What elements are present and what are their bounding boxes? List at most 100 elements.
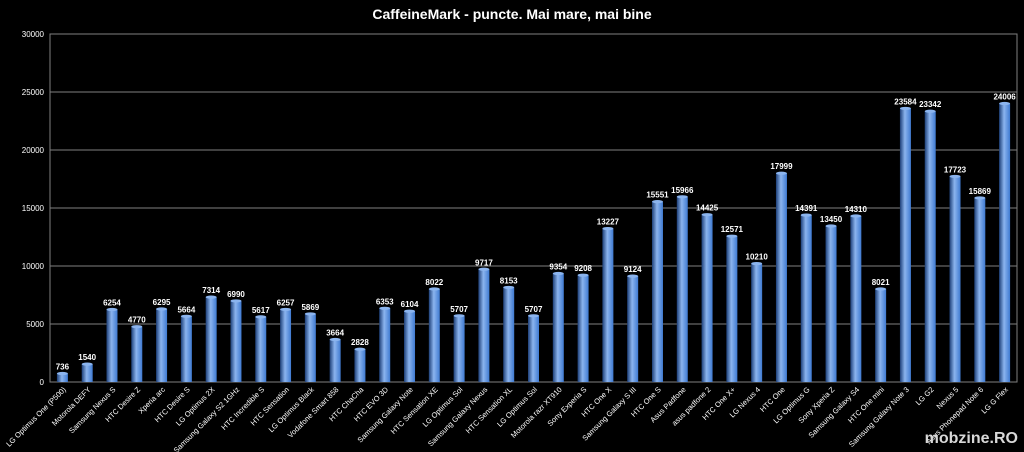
data-label: 13450 <box>820 215 843 224</box>
y-tick-label: 20000 <box>22 146 45 155</box>
bar <box>825 225 837 382</box>
bar-top <box>602 226 614 231</box>
bar <box>651 201 663 382</box>
bar <box>899 108 911 382</box>
data-label: 8021 <box>872 278 890 287</box>
bar <box>354 349 366 382</box>
data-label: 24006 <box>993 93 1016 102</box>
data-label: 9354 <box>549 262 567 271</box>
y-tick-label: 15000 <box>22 204 45 213</box>
bar <box>379 308 391 382</box>
bar-top <box>56 371 68 376</box>
bar <box>81 364 93 382</box>
data-label: 14425 <box>696 204 719 213</box>
bar-top <box>627 274 639 278</box>
data-label: 1540 <box>78 353 96 362</box>
data-label: 2828 <box>351 338 369 347</box>
bar-top <box>106 307 118 312</box>
bar-top <box>180 314 192 318</box>
x-tick-label: LG G Flex <box>979 385 1010 416</box>
data-label: 5869 <box>301 303 319 312</box>
bar-top <box>528 314 539 318</box>
bar-top <box>354 347 366 351</box>
data-label: 14310 <box>845 205 868 214</box>
bar <box>974 197 986 382</box>
bar <box>949 176 961 382</box>
bar <box>726 236 738 382</box>
bar <box>453 315 465 382</box>
bar <box>775 173 787 382</box>
bar-top <box>974 196 986 200</box>
bar-top <box>751 261 763 266</box>
bar-top <box>453 314 465 318</box>
bar <box>205 297 217 382</box>
data-label: 15551 <box>646 191 669 200</box>
bar-top <box>949 174 961 179</box>
data-label: 6254 <box>103 298 121 307</box>
bar-top <box>800 213 812 217</box>
bar <box>428 288 440 382</box>
data-label: 7314 <box>202 286 220 295</box>
bar <box>528 315 539 382</box>
y-tick-label: 25000 <box>22 88 45 97</box>
bar <box>924 111 936 383</box>
bar <box>255 316 267 382</box>
data-label: 3664 <box>326 328 344 337</box>
bar <box>478 269 490 382</box>
bar-top <box>577 273 589 277</box>
bar-top <box>825 224 837 228</box>
data-label: 5707 <box>525 305 543 314</box>
data-label: 12571 <box>721 225 744 234</box>
bar <box>56 373 68 382</box>
bar-top <box>379 306 391 310</box>
bars <box>56 101 1011 383</box>
bar <box>676 196 688 382</box>
watermark: mobzine.RO <box>924 430 1018 447</box>
bar-top <box>701 213 713 217</box>
bar-top <box>255 315 267 319</box>
data-label: 6104 <box>401 300 419 309</box>
bar-top <box>329 337 341 342</box>
data-label: 6990 <box>227 290 245 299</box>
data-label: 8153 <box>500 276 518 285</box>
bar <box>602 228 614 382</box>
y-tick-label: 0 <box>40 378 45 387</box>
x-axis-ticks: LG Optimus One (P500)Motorola DEFYSamsun… <box>4 384 1010 452</box>
bar-top <box>775 171 787 175</box>
data-label: 23584 <box>894 97 917 106</box>
bar-top <box>81 362 93 366</box>
data-labels: 736 1540 6254 4770 6295 5664 7314 6990 5617 6257 5… <box>56 93 1017 372</box>
bar-top <box>899 106 911 111</box>
x-tick-label: HTC Incredible S <box>219 385 266 432</box>
bar <box>180 316 192 382</box>
data-label: 736 <box>56 362 70 371</box>
bar-top <box>651 200 663 204</box>
bar-top <box>924 109 936 113</box>
y-axis-ticks: 0 5000 10000 15000 20000 25000 30000 <box>22 30 45 387</box>
y-tick-label: 30000 <box>22 30 45 39</box>
bar <box>404 311 416 382</box>
data-label: 15869 <box>969 187 992 196</box>
data-label: 5617 <box>252 306 270 315</box>
data-label: 6353 <box>376 297 394 306</box>
bar-top <box>999 101 1011 106</box>
bar <box>701 214 713 382</box>
data-label: 17723 <box>944 165 967 174</box>
bar-top <box>304 312 316 316</box>
data-label: 17999 <box>770 162 793 171</box>
bar-top <box>230 299 242 303</box>
data-label: 23342 <box>919 100 942 109</box>
bar <box>751 263 763 382</box>
data-label: 13227 <box>597 218 620 227</box>
bar-top <box>156 307 168 311</box>
bar-top <box>875 287 887 291</box>
chart-title: CaffeineMark - puncte. Mai mare, mai bin… <box>372 6 652 22</box>
bar <box>156 308 168 382</box>
bar-top <box>503 285 515 290</box>
y-tick-label: 10000 <box>22 262 45 271</box>
bar <box>800 215 812 382</box>
x-tick-label: LG G2 <box>914 385 936 407</box>
data-label: 9717 <box>475 258 493 267</box>
bar-top <box>280 307 292 312</box>
data-label: 5707 <box>450 305 468 314</box>
